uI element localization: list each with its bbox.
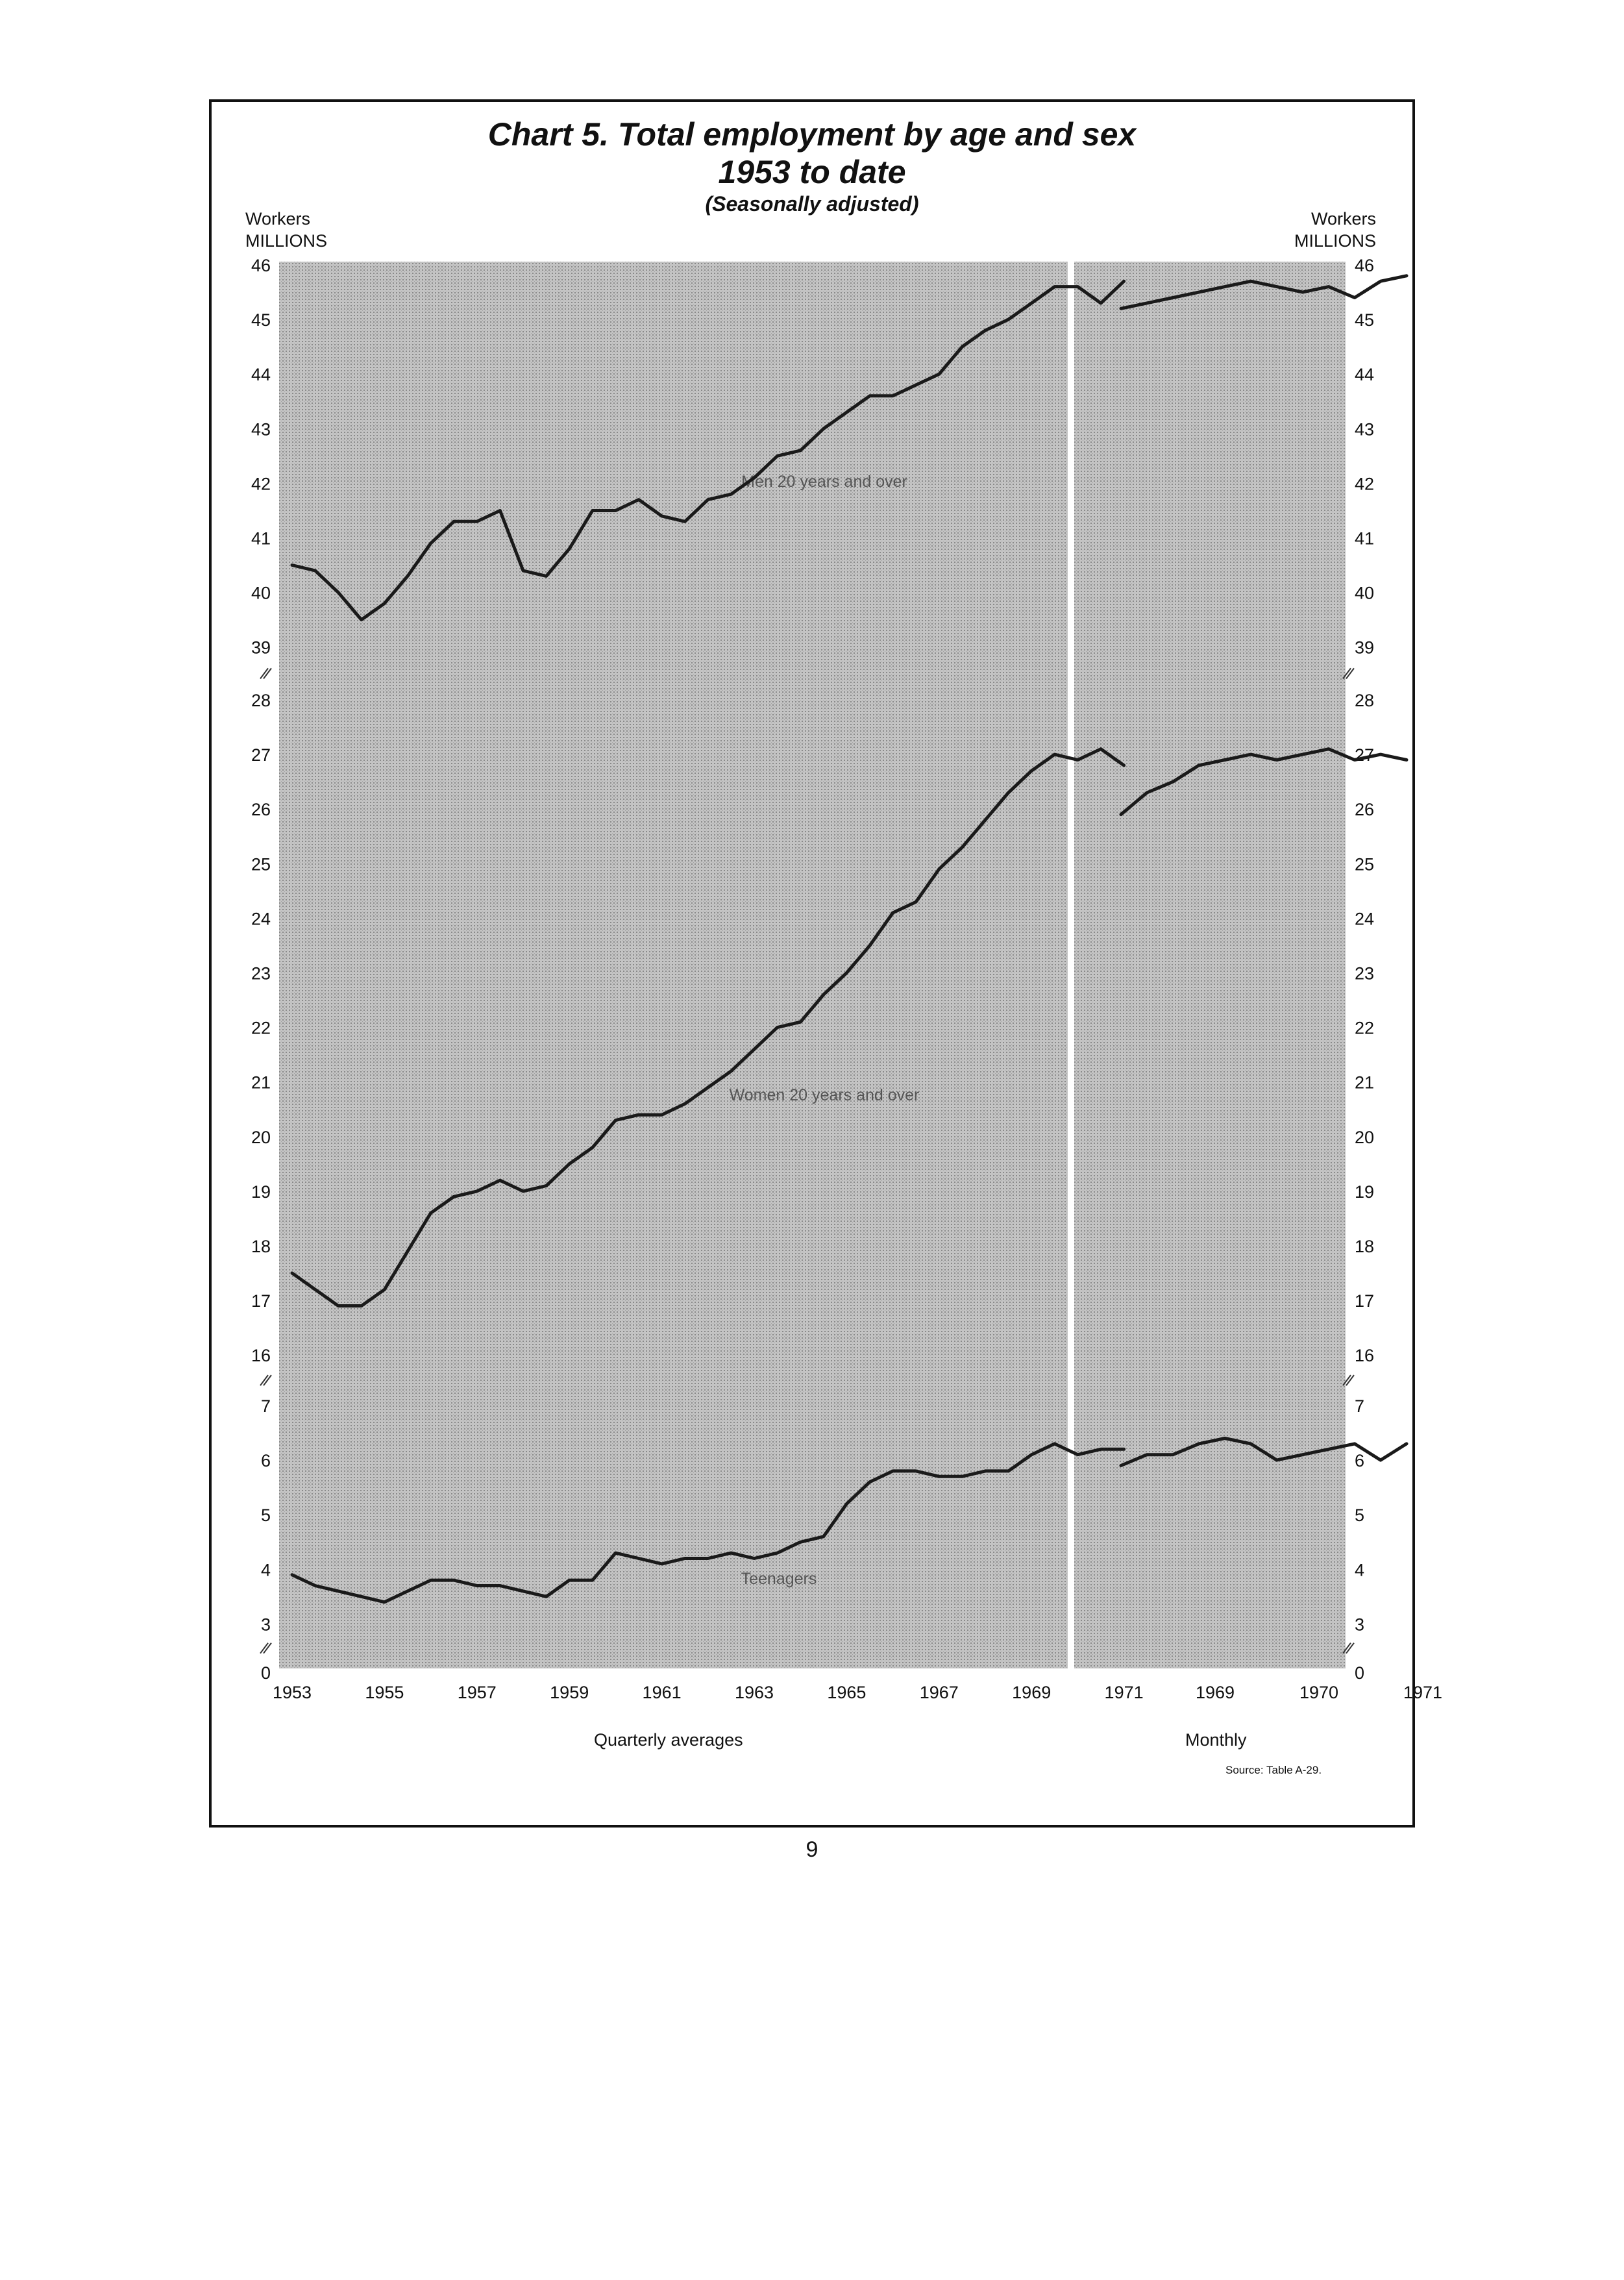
y-tick-right: 21: [1355, 1073, 1374, 1093]
y-tick-right: 3: [1355, 1615, 1364, 1634]
series-label-women: Women 20 years and over: [730, 1086, 920, 1104]
y-tick-right: 46: [1355, 256, 1374, 275]
y-tick-left: 7: [261, 1396, 271, 1416]
y-tick-left: 22: [251, 1019, 271, 1038]
source-note: Source: Table A-29.: [1225, 1764, 1322, 1776]
y-tick-right: 5: [1355, 1506, 1364, 1525]
series-line-monthly-men: [1119, 274, 1409, 310]
series-label-men: Men 20 years and over: [741, 473, 907, 491]
x-tick-quarterly: 1965: [827, 1683, 866, 1702]
y-tick-left: 40: [251, 584, 271, 603]
y-tick-left: 5: [261, 1506, 271, 1525]
x-tick-quarterly: 1967: [920, 1683, 959, 1702]
y-tick-right: 19: [1355, 1182, 1374, 1202]
y-tick-left: 18: [251, 1237, 271, 1256]
chart-frame: [209, 99, 1415, 1828]
x-tick-quarterly: 1953: [273, 1683, 312, 1702]
page-number: 9: [806, 1837, 818, 1862]
y-axis-unit-right-line2: MILLIONS: [1294, 231, 1376, 251]
series-line-quarterly-teenagers: [290, 1442, 1126, 1604]
y-tick-left: 20: [251, 1128, 271, 1147]
y-tick-right: 6: [1355, 1451, 1364, 1470]
x-tick-quarterly: 1969: [1012, 1683, 1051, 1702]
y-tick-right: 7: [1355, 1396, 1364, 1416]
y-tick-right: 43: [1355, 419, 1374, 439]
series-label-teenagers: Teenagers: [741, 1570, 817, 1588]
y-tick-left: 45: [251, 310, 271, 330]
x-tick-quarterly: 1955: [365, 1683, 404, 1702]
y-tick-left: 41: [251, 529, 271, 549]
chart-subtitle: (Seasonally adjusted): [705, 192, 919, 216]
y-tick-right: 22: [1355, 1019, 1374, 1038]
y-axis-unit-left-line1: Workers: [245, 209, 311, 229]
y-tick-right: 28: [1355, 691, 1374, 710]
x-tick-monthly: 1970: [1299, 1683, 1338, 1702]
y-tick-right: 26: [1355, 800, 1374, 819]
y-tick-left: 21: [251, 1073, 271, 1093]
chart-title-date-range: 1953 to date: [718, 154, 906, 190]
x-tick-quarterly: 1957: [458, 1683, 497, 1702]
y-tick-right: 4: [1355, 1560, 1364, 1580]
y-tick-left: 42: [251, 474, 271, 493]
y-tick-right: 44: [1355, 365, 1374, 384]
axis-break-mark: [260, 1374, 272, 1386]
plot-area-monthly: [1074, 262, 1346, 1668]
y-axis-unit-left-line2: MILLIONS: [245, 231, 328, 251]
y-tick-left: 3: [261, 1615, 271, 1634]
y-tick-right: 16: [1355, 1346, 1374, 1365]
y-tick-left: 6: [261, 1451, 271, 1470]
y-tick-right: 20: [1355, 1128, 1374, 1147]
y-tick-left: 25: [251, 854, 271, 874]
x-tick-quarterly: 1971: [1105, 1683, 1144, 1702]
x-tick-monthly: 1969: [1196, 1683, 1235, 1702]
y-tick-left: 26: [251, 800, 271, 819]
y-tick-left: 17: [251, 1291, 271, 1311]
axis-break-mark: [260, 667, 272, 679]
series-line-monthly-teenagers: [1119, 1437, 1409, 1467]
y-tick-right: 39: [1355, 638, 1374, 658]
chart-title: Chart 5. Total employment by age and sex: [487, 116, 1137, 153]
y-tick-left: 43: [251, 419, 271, 439]
x-tick-monthly: 1971: [1403, 1683, 1442, 1702]
y-tick-left: 24: [251, 909, 271, 928]
y-tick-left: 19: [251, 1182, 271, 1202]
y-tick-right: 17: [1355, 1291, 1374, 1311]
y-tick-left-baseline: 0: [261, 1663, 271, 1683]
plot-area-quarterly: [279, 262, 1068, 1668]
series-line-monthly-women: [1119, 747, 1409, 817]
y-tick-left: 46: [251, 256, 271, 275]
x-axis-label-monthly: Monthly: [1185, 1730, 1247, 1750]
y-tick-right-baseline: 0: [1355, 1663, 1364, 1683]
series-line-quarterly-women: [290, 747, 1126, 1307]
y-axis-unit-left: Workers MILLIONS: [245, 208, 327, 252]
series-line-quarterly-men: [290, 279, 1126, 622]
x-tick-quarterly: 1963: [735, 1683, 774, 1702]
axis-break-mark: [1342, 1642, 1355, 1654]
x-axis-label-quarterly: Quarterly averages: [594, 1730, 743, 1750]
y-tick-right: 42: [1355, 474, 1374, 493]
y-tick-left: 27: [251, 745, 271, 765]
y-tick-right: 40: [1355, 584, 1374, 603]
axis-break-mark: [1342, 1374, 1355, 1386]
y-tick-left: 23: [251, 964, 271, 984]
y-tick-left: 16: [251, 1346, 271, 1365]
y-tick-left: 39: [251, 638, 271, 658]
axis-break-mark: [260, 1642, 272, 1654]
y-tick-right: 41: [1355, 529, 1374, 549]
y-tick-right: 25: [1355, 854, 1374, 874]
y-tick-left: 28: [251, 691, 271, 710]
y-tick-right: 24: [1355, 909, 1374, 928]
y-axis-unit-right: Workers MILLIONS: [1294, 208, 1376, 252]
y-tick-right: 23: [1355, 964, 1374, 984]
y-axis-unit-right-line1: Workers: [1310, 209, 1376, 229]
y-tick-left: 44: [251, 365, 271, 384]
y-tick-right: 45: [1355, 310, 1374, 330]
y-tick-left: 4: [261, 1560, 271, 1580]
x-tick-quarterly: 1959: [550, 1683, 589, 1702]
axis-break-mark: [1342, 667, 1355, 679]
x-tick-quarterly: 1961: [643, 1683, 682, 1702]
y-tick-right: 18: [1355, 1237, 1374, 1256]
